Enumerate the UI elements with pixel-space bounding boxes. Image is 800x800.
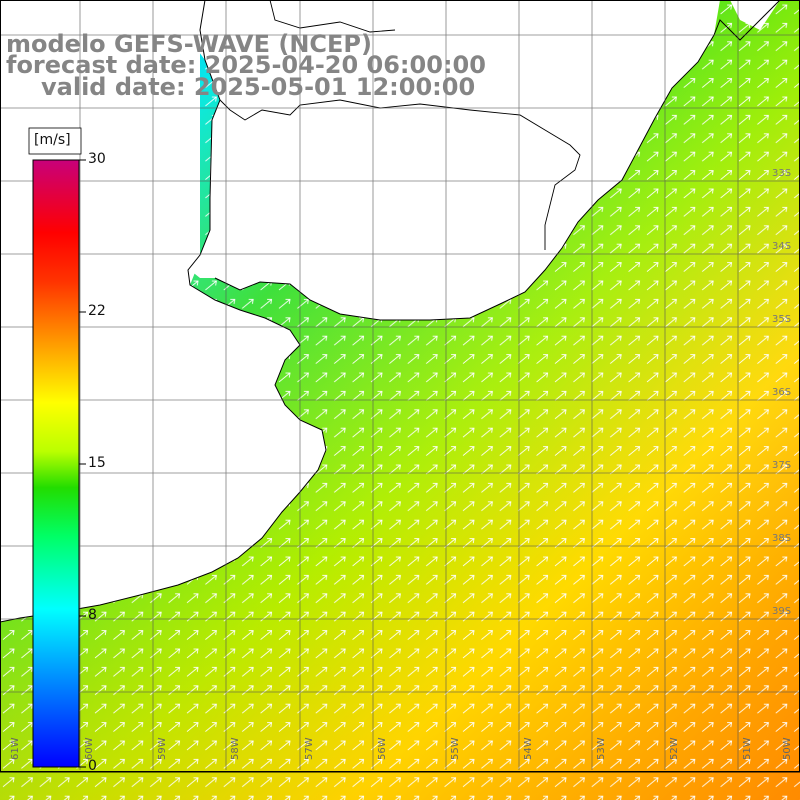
colorbar-tick-label: 30 — [88, 151, 106, 167]
lon-label: 59W — [157, 737, 168, 760]
lat-label: 36S — [772, 387, 791, 398]
border-river — [219, 99, 581, 250]
colorbar — [32, 159, 80, 768]
lon-label: 56W — [377, 737, 388, 760]
colorbar-tick-label: 22 — [88, 303, 106, 319]
lon-labels: 61W 60W 59W 58W 57W 56W 55W 54W 53W 52W … — [10, 737, 793, 760]
model-title: modelo GEFS-WAVE (NCEP) — [6, 30, 372, 58]
lon-label: 50W — [782, 737, 793, 760]
colorbar-tick-label: 0 — [88, 758, 97, 774]
valid-date: valid date: 2025-05-01 12:00:00 — [41, 73, 476, 101]
lat-label: 37S — [772, 460, 791, 471]
lon-label: 52W — [669, 737, 680, 760]
lon-label: 57W — [304, 737, 315, 760]
land-argentina — [0, 0, 326, 622]
lon-label: 60W — [84, 737, 95, 760]
land-uruguay-brazil — [0, 0, 720, 320]
colorbar-tick-label: 15 — [88, 455, 106, 471]
lat-label: 38S — [772, 533, 791, 544]
grid — [0, 0, 800, 770]
lon-label: 58W — [230, 737, 241, 760]
forecast-date: forecast date: 2025-04-20 06:00:00 — [6, 51, 486, 79]
lon-label: 55W — [450, 737, 461, 760]
colorbar-unit-box — [28, 127, 82, 155]
lat-label: 33S — [772, 168, 791, 179]
colorbar-unit: [m/s] — [34, 132, 71, 148]
colorbar-ticks — [79, 159, 86, 768]
lon-label: 54W — [523, 737, 534, 760]
lon-label: 53W — [596, 737, 607, 760]
lat-label: 35S — [772, 314, 791, 325]
border-north — [269, 0, 396, 33]
lon-label: 51W — [742, 737, 753, 760]
colorbar-tick-label: 8 — [88, 607, 97, 623]
lat-label: 34S — [772, 241, 791, 252]
lat-labels: 33S 34S 35S 36S 37S 38S 39S — [772, 168, 791, 617]
lat-label: 39S — [772, 606, 791, 617]
lon-label: 61W — [10, 737, 21, 760]
